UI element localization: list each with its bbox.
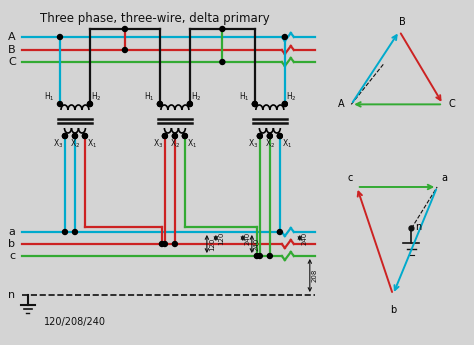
Circle shape: [182, 134, 187, 138]
Text: n: n: [9, 290, 16, 300]
Text: X$_1$: X$_1$: [87, 137, 97, 149]
Circle shape: [163, 134, 167, 138]
Circle shape: [187, 101, 192, 107]
Circle shape: [277, 134, 283, 138]
Text: 240: 240: [302, 231, 308, 245]
Circle shape: [277, 229, 283, 235]
Circle shape: [252, 101, 257, 107]
Circle shape: [182, 134, 187, 138]
Circle shape: [257, 134, 262, 138]
Text: X$_3$: X$_3$: [153, 137, 163, 149]
Text: Three phase, three-wire, delta primary: Three phase, three-wire, delta primary: [40, 12, 270, 25]
Circle shape: [252, 101, 257, 107]
Circle shape: [157, 101, 163, 107]
Text: b: b: [9, 239, 16, 249]
Circle shape: [220, 59, 225, 65]
Text: X$_3$: X$_3$: [53, 137, 63, 149]
Circle shape: [255, 254, 259, 258]
Circle shape: [63, 134, 67, 138]
Text: a: a: [441, 173, 447, 183]
Text: a: a: [9, 227, 16, 237]
Circle shape: [73, 134, 77, 138]
Text: H$_1$: H$_1$: [239, 90, 250, 103]
Circle shape: [187, 101, 192, 107]
Text: 120/208/240: 120/208/240: [44, 317, 106, 327]
Circle shape: [82, 134, 87, 138]
Text: X$_1$: X$_1$: [282, 137, 292, 149]
Circle shape: [157, 101, 163, 107]
Circle shape: [163, 241, 167, 246]
Text: H$_1$: H$_1$: [44, 90, 55, 103]
Circle shape: [283, 101, 287, 107]
Circle shape: [82, 134, 87, 138]
Text: C: C: [8, 57, 16, 67]
Circle shape: [57, 101, 63, 107]
Circle shape: [173, 134, 177, 138]
Circle shape: [409, 226, 414, 231]
Circle shape: [283, 101, 287, 107]
Circle shape: [173, 241, 177, 246]
Text: B: B: [400, 17, 406, 27]
Circle shape: [159, 241, 164, 246]
Circle shape: [73, 229, 77, 235]
Text: A: A: [8, 32, 16, 42]
Text: 240: 240: [245, 231, 251, 245]
Circle shape: [122, 27, 128, 31]
Circle shape: [257, 134, 262, 138]
Circle shape: [267, 254, 273, 258]
Circle shape: [87, 101, 92, 107]
Circle shape: [257, 254, 262, 258]
Circle shape: [63, 229, 67, 235]
Text: 120: 120: [209, 237, 215, 251]
Text: X$_3$: X$_3$: [247, 137, 258, 149]
Text: X$_1$: X$_1$: [187, 137, 197, 149]
Circle shape: [220, 27, 225, 31]
Text: X$_2$: X$_2$: [265, 137, 275, 149]
Text: b: b: [390, 305, 396, 315]
Circle shape: [163, 134, 167, 138]
Text: 240: 240: [254, 237, 260, 250]
Text: c: c: [9, 251, 15, 261]
Text: C: C: [448, 99, 455, 109]
Text: H$_2$: H$_2$: [91, 90, 101, 103]
Text: H$_1$: H$_1$: [144, 90, 155, 103]
Text: B: B: [8, 45, 16, 55]
Text: X$_2$: X$_2$: [70, 137, 80, 149]
Text: 120: 120: [218, 231, 224, 245]
Circle shape: [173, 134, 177, 138]
Circle shape: [267, 134, 273, 138]
Text: H$_2$: H$_2$: [286, 90, 297, 103]
Text: n: n: [415, 222, 422, 232]
Text: X$_2$: X$_2$: [170, 137, 180, 149]
Circle shape: [283, 34, 287, 39]
Text: A: A: [337, 99, 344, 109]
Text: c: c: [347, 173, 353, 183]
Circle shape: [57, 34, 63, 39]
Text: 208: 208: [312, 269, 318, 282]
Circle shape: [63, 134, 67, 138]
Circle shape: [87, 101, 92, 107]
Circle shape: [73, 134, 77, 138]
Text: H$_2$: H$_2$: [191, 90, 201, 103]
Circle shape: [122, 48, 128, 52]
Circle shape: [277, 134, 283, 138]
Circle shape: [267, 134, 273, 138]
